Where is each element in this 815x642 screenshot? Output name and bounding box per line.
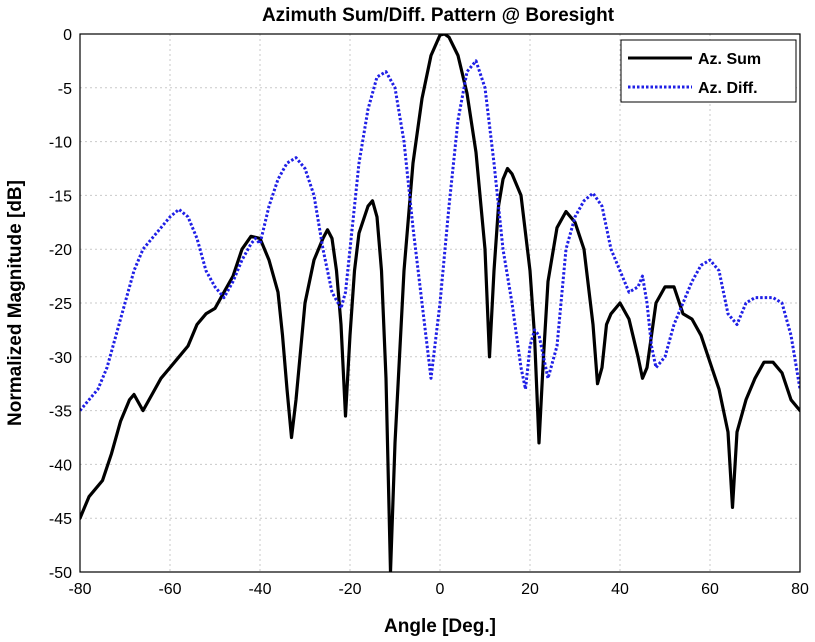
series-layer (80, 34, 800, 572)
x-tick-label: -80 (68, 581, 91, 598)
x-axis-label: Angle [Deg.] (384, 616, 496, 637)
tick-labels: -80 -60 -40 -20 0 20 40 60 80 0 -5 -10 -15 -20 -25 -30 -… (49, 27, 809, 598)
y-tick-label: -40 (49, 457, 72, 474)
x-tick-label: 20 (521, 581, 539, 598)
y-tick-label: -50 (49, 565, 72, 582)
legend-box (620, 39, 797, 103)
series-line-diff (80, 59, 800, 412)
y-tick-label: 0 (63, 27, 72, 44)
x-tick-label: 60 (701, 581, 719, 598)
y-tick-label: -35 (49, 404, 72, 421)
y-tick-label: -20 (49, 242, 72, 259)
y-tick-label: -5 (58, 81, 72, 98)
legend: Az. Sum Az. Diff. (620, 39, 797, 103)
x-tick-label: 0 (436, 581, 445, 598)
y-tick-label: -15 (49, 188, 72, 205)
y-tick-label: -45 (49, 511, 72, 528)
y-tick-label: -25 (49, 296, 72, 313)
legend-label-diff: Az. Diff. (698, 80, 758, 97)
y-axis-label: Normalized Magnitude [dB] (5, 180, 26, 426)
x-tick-label: -40 (248, 581, 271, 598)
x-tick-label: 80 (791, 581, 809, 598)
legend-label-sum: Az. Sum (698, 51, 761, 68)
x-tick-label: -20 (338, 581, 361, 598)
y-tick-label: -10 (49, 135, 72, 152)
x-tick-label: 40 (611, 581, 629, 598)
plot-frame (79, 33, 801, 573)
y-tick-label: -30 (49, 350, 72, 367)
series-line-sum (80, 34, 800, 572)
x-tick-label: -60 (158, 581, 181, 598)
chart-title: Azimuth Sum/Diff. Pattern @ Boresight (262, 5, 615, 26)
